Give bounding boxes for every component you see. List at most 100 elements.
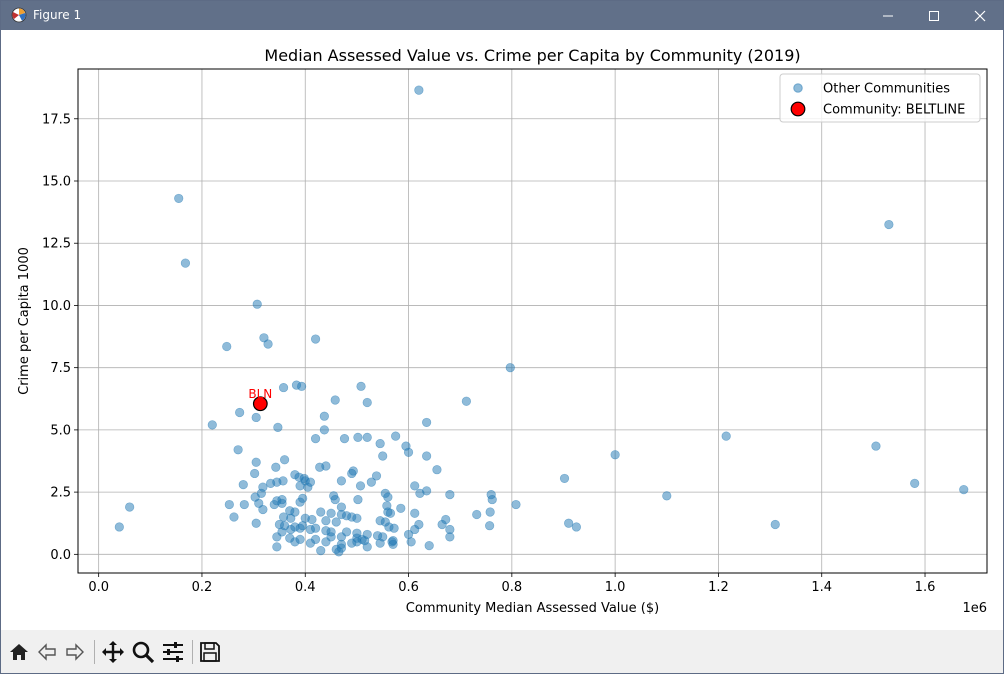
data-point: [269, 499, 279, 510]
configure-subplots-button[interactable]: [159, 638, 187, 666]
data-point: [422, 417, 432, 428]
data-point: [371, 471, 382, 481]
data-point: [330, 494, 340, 505]
y-tick-label: 17.5: [42, 112, 71, 127]
data-point: [290, 537, 300, 547]
data-point: [297, 381, 307, 391]
x-tick-label: 1.2: [708, 580, 729, 595]
data-point: [385, 508, 396, 518]
data-point: [272, 477, 282, 487]
data-point: [383, 492, 393, 502]
data-point: [415, 488, 425, 498]
data-point: [224, 499, 234, 510]
legend-marker-other-communities: [793, 83, 803, 93]
data-point: [403, 447, 414, 457]
data-point: [235, 407, 245, 418]
data-point: [174, 193, 184, 204]
data-point: [721, 431, 731, 441]
x-axis-offset-label: 1e6: [962, 601, 987, 616]
x-tick-label: 1.0: [605, 580, 626, 595]
title-bar[interactable]: Figure 1: [1, 1, 1003, 30]
data-point: [334, 547, 344, 557]
axis-ticks: 0.0 0.2 0.4 0.6 0.8 1.0 1.2 1.4 1.6 0.0 2.5 5.0 7.5 1…: [42, 112, 935, 595]
data-point: [303, 482, 313, 492]
data-point: [273, 422, 283, 433]
pan-button[interactable]: [99, 638, 127, 666]
data-point: [378, 451, 388, 461]
maximize-button[interactable]: [911, 1, 957, 30]
highlight-point: [252, 396, 268, 412]
navigation-toolbar: [1, 630, 1003, 673]
data-point: [362, 542, 372, 552]
data-point: [251, 457, 261, 467]
data-point: [959, 485, 969, 495]
figure-canvas[interactable]: BLN 0.0 0.2 0.4 0.6 0.8 1.0 1.2 1.4 1.6 0.0 2.5 5.0…: [1, 30, 1003, 629]
data-point: [505, 363, 515, 373]
data-point: [263, 339, 273, 349]
data-point: [414, 85, 424, 95]
save-icon: [200, 642, 220, 662]
x-tick-label: 0.8: [501, 580, 522, 595]
save-button[interactable]: [196, 638, 224, 666]
pan-icon: [102, 641, 124, 663]
home-icon: [10, 644, 28, 660]
data-point: [298, 493, 308, 503]
data-point: [258, 504, 268, 515]
data-point: [432, 465, 442, 475]
x-axis-label: Community Median Assessed Value ($): [406, 601, 659, 616]
data-point: [321, 461, 331, 471]
x-tick-label: 1.6: [915, 580, 936, 595]
data-point: [884, 219, 894, 230]
data-point: [279, 455, 290, 465]
legend-marker-beltline: [790, 101, 806, 117]
zoom-button[interactable]: [129, 638, 157, 666]
window-title: Figure 1: [33, 8, 82, 22]
data-point: [256, 488, 266, 498]
data-point: [410, 481, 420, 491]
y-tick-label: 2.5: [50, 486, 71, 501]
data-point: [347, 468, 357, 479]
data-point: [871, 441, 881, 451]
y-tick-label: 12.5: [42, 237, 71, 252]
data-point: [770, 519, 780, 530]
data-point: [250, 468, 260, 479]
data-point: [278, 382, 289, 393]
data-point: [319, 425, 329, 435]
data-point: [559, 473, 570, 484]
data-point: [307, 514, 317, 525]
data-point: [441, 514, 451, 525]
back-button[interactable]: [33, 638, 61, 666]
data-point: [564, 518, 574, 528]
data-point: [207, 420, 217, 430]
toolbar-separator: [94, 640, 95, 664]
data-point: [366, 477, 376, 487]
x-tick-label: 0.4: [295, 580, 316, 595]
data-point: [391, 431, 401, 441]
data-point: [252, 299, 262, 309]
data-point: [330, 395, 340, 405]
data-point: [277, 527, 287, 537]
data-point: [353, 494, 363, 505]
data-points: BLN: [114, 85, 969, 557]
data-point: [321, 516, 331, 526]
matplotlib-icon: [11, 7, 27, 23]
home-button[interactable]: [5, 638, 33, 666]
data-point: [339, 434, 350, 444]
legend-box: [779, 73, 981, 123]
data-point: [356, 381, 366, 391]
minimize-button[interactable]: [865, 1, 911, 30]
data-point: [424, 541, 434, 551]
data-point: [316, 507, 326, 517]
data-point: [326, 532, 336, 542]
y-tick-label: 5.0: [50, 423, 71, 438]
back-icon: [38, 643, 56, 661]
legend-label-beltline: Community: BELTLINE: [823, 103, 965, 118]
data-point: [114, 522, 124, 532]
data-point: [326, 508, 336, 518]
close-button[interactable]: [957, 1, 1003, 30]
data-point: [305, 538, 316, 548]
forward-button[interactable]: [61, 638, 89, 666]
data-point: [389, 523, 399, 533]
data-point: [352, 537, 362, 547]
x-tick-label: 0.0: [88, 580, 109, 595]
